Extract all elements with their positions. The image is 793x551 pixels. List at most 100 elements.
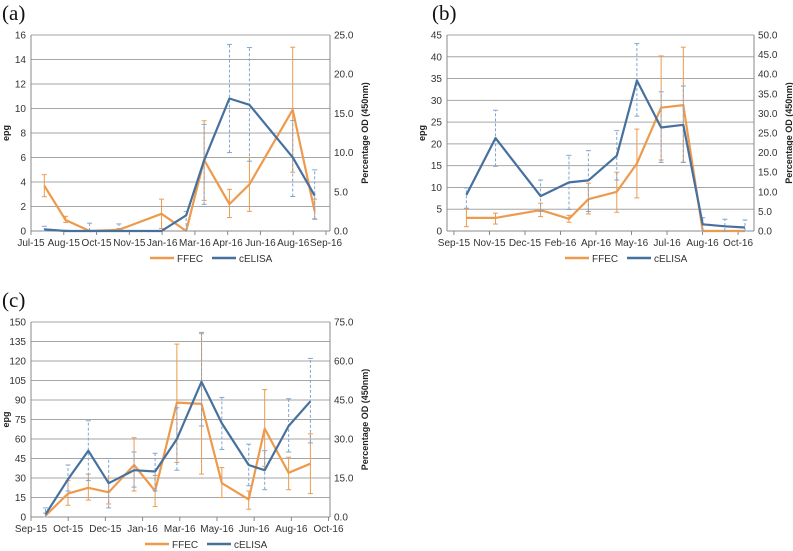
series-cELISA [43, 331, 313, 518]
y2-tick-label: 30.0 [758, 109, 778, 120]
y-tick-label: 0 [436, 227, 442, 238]
series-cELISA [41, 43, 318, 233]
series-FFEC [41, 46, 318, 233]
legend-label-cELISA: cELISA [654, 254, 688, 265]
chart-panel-a: (a) 0 2 4 6 8 10 12 14 16 0.0 5.0 10.0 15.0 20.0 25.0 Ju… [1, 1, 370, 265]
y-tick-label: 0 [20, 513, 26, 524]
y2-tick-label: 75.0 [334, 318, 354, 329]
y-tick-label: 120 [9, 357, 26, 368]
y-tick-label: 135 [9, 337, 26, 348]
y-tick-label: 150 [9, 318, 26, 329]
y2-axis-label: Percentage OD (450nm) [784, 82, 793, 184]
x-tick-label: Jul-15 [17, 238, 45, 249]
legend-label-FFEC: FFEC [592, 254, 618, 265]
y2-tick-label: 35.0 [758, 89, 778, 100]
legend: FFEC cELISA [145, 540, 268, 551]
y-tick-label: 35 [431, 74, 443, 85]
y2-tick-label: 60.0 [334, 357, 354, 368]
x-tick-label: May-16 [200, 524, 234, 535]
series-line-FFEC [466, 103, 745, 233]
x-tick-label: Sep-16 [310, 238, 343, 249]
y2-tick-label: 15.0 [334, 109, 354, 120]
y2-tick-label: 50.0 [758, 31, 778, 42]
legend-label-FFEC: FFEC [177, 254, 203, 265]
y2-tick-label: 5.0 [758, 207, 772, 218]
x-tick-label: Sep-15 [15, 524, 48, 535]
series-line-cELISA [465, 79, 746, 229]
y-axis-label: epg [417, 125, 427, 141]
y-tick-label: 90 [15, 396, 27, 407]
y-tick-label: 45 [15, 454, 27, 465]
x-tick-label: Oct-15 [53, 524, 83, 535]
x-tick-label: Apr-16 [581, 238, 611, 249]
y2-tick-label: 0.0 [758, 227, 772, 238]
x-tick-label: Oct-16 [723, 238, 753, 249]
y2-tick-label: 45.0 [334, 396, 354, 407]
y-axis-label: epg [1, 125, 11, 141]
y2-tick-label: 25.0 [334, 31, 354, 42]
panel-label: (a) [2, 1, 25, 25]
x-tick-label: Jan-16 [127, 524, 158, 535]
y2-tick-label: 10.0 [334, 148, 354, 159]
legend: FFEC cELISA [150, 254, 273, 265]
y-tick-label: 0 [20, 227, 26, 238]
x-tick-label: Jun-16 [239, 524, 270, 535]
y-tick-label: 30 [431, 96, 443, 107]
x-tick-label: Mar-16 [164, 524, 196, 535]
y2-tick-label: 15.0 [334, 474, 354, 485]
y-tick-label: 14 [15, 55, 27, 66]
x-tick-label: Aug-16 [275, 524, 308, 535]
x-tick-label: Aug-15 [48, 238, 81, 249]
y-tick-label: 4 [20, 178, 26, 189]
x-tick-label: Oct-16 [314, 524, 344, 535]
x-tick-label: Jan-16 [147, 238, 178, 249]
y2-tick-label: 25.0 [758, 129, 778, 140]
y2-tick-label: 5.0 [334, 187, 348, 198]
y-tick-label: 75 [15, 415, 27, 426]
series-line-cELISA [44, 97, 316, 233]
legend-label-cELISA: cELISA [239, 254, 273, 265]
chart-panel-b: (b) 0 5 10 15 20 25 30 35 40 45 0.0 5.0 10.0 15.0 20.0 2… [417, 1, 793, 265]
x-tick-label: Dec-15 [89, 524, 122, 535]
y-tick-label: 16 [15, 31, 27, 42]
x-tick-label: Dec-15 [509, 238, 542, 249]
y-axis-label: epg [1, 411, 11, 427]
y-tick-label: 20 [431, 139, 443, 150]
y-tick-label: 40 [431, 52, 443, 63]
series-FFEC [463, 46, 748, 233]
chart-panel-c: (c) 0 15 30 45 60 75 90 105 120 135 150 0.0 15.0 30.0 4… [1, 288, 370, 551]
y-tick-label: 30 [15, 474, 27, 485]
x-tick-label: Aug-16 [277, 238, 310, 249]
x-tick-label: May-16 [615, 238, 649, 249]
x-tick-label: Jun-16 [245, 238, 276, 249]
y2-tick-label: 40.0 [758, 70, 778, 81]
legend: FFEC cELISA [565, 254, 688, 265]
x-tick-label: Feb-16 [545, 238, 577, 249]
x-tick-label: Oct-15 [82, 238, 112, 249]
y-tick-label: 15 [431, 161, 443, 172]
y-tick-label: 6 [20, 153, 26, 164]
legend-label-cELISA: cELISA [234, 540, 268, 551]
y2-axis-label: Percentage OD (450nm) [360, 369, 370, 471]
y2-tick-label: 0.0 [334, 227, 348, 238]
x-tick-label: Aug-16 [686, 238, 719, 249]
y-tick-label: 2 [20, 202, 26, 213]
y2-tick-label: 10.0 [758, 187, 778, 198]
legend-label-FFEC: FFEC [172, 540, 198, 551]
y-tick-label: 12 [15, 80, 27, 91]
y2-tick-label: 45.0 [758, 50, 778, 61]
y2-tick-label: 20.0 [758, 148, 778, 159]
y-tick-label: 60 [15, 435, 27, 446]
y2-tick-label: 20.0 [334, 70, 354, 81]
y-tick-label: 5 [436, 205, 442, 216]
y2-tick-label: 0.0 [334, 513, 348, 524]
y2-tick-label: 30.0 [334, 435, 354, 446]
series-cELISA [463, 43, 748, 232]
y-tick-label: 10 [431, 183, 443, 194]
x-tick-label: Apr-16 [213, 238, 243, 249]
x-tick-label: Sep-15 [438, 238, 471, 249]
panel-label: (c) [2, 288, 25, 312]
y2-axis-label: Percentage OD (450nm) [360, 82, 370, 184]
y-tick-label: 8 [20, 129, 26, 140]
